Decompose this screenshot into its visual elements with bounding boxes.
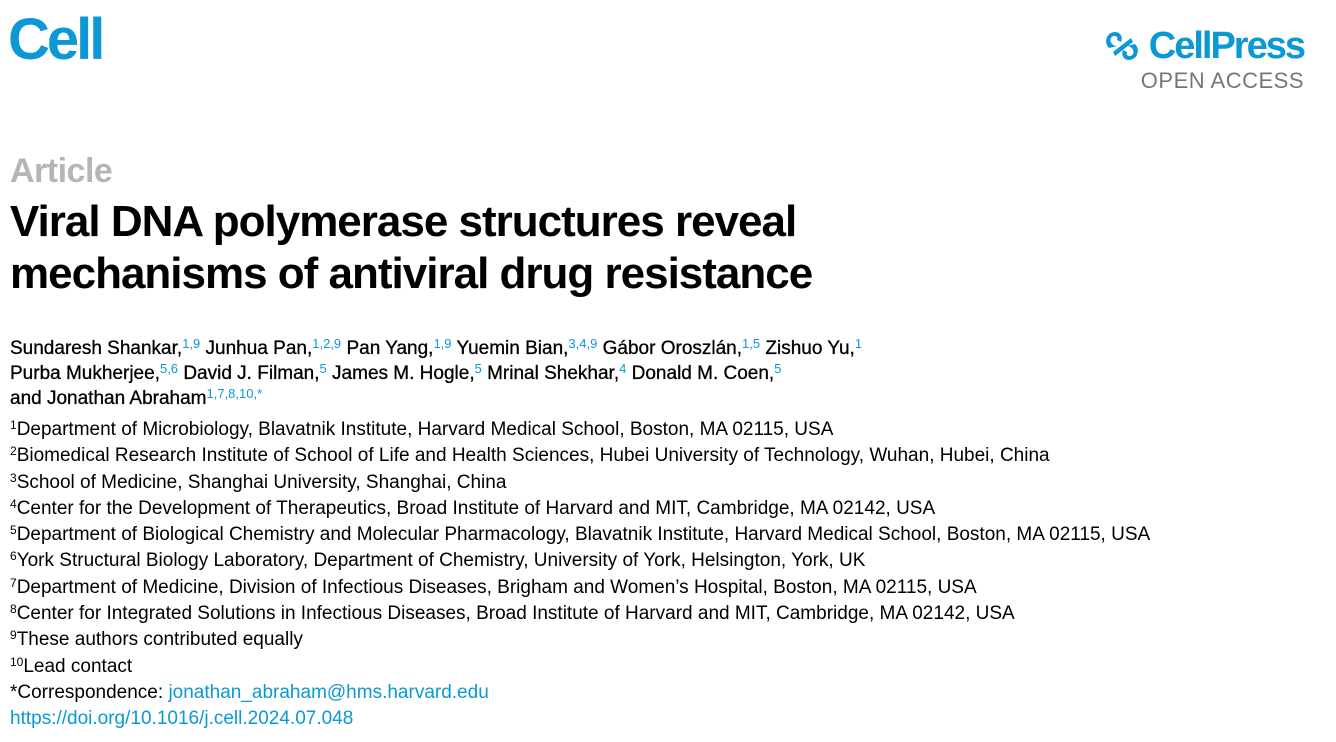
cellpress-link-icon <box>1105 32 1138 60</box>
author: Pan Yang,1,9 <box>346 336 452 359</box>
title-line: Viral DNA polymerase structures reveal <box>10 197 797 246</box>
author: David J. Filman,5 <box>183 361 327 384</box>
author: Sundaresh Shankar,1,9 <box>10 336 201 359</box>
affiliation: 6York Structural Biology Laboratory, Dep… <box>10 549 866 572</box>
author: Purba Mukherjee,5,6 <box>10 361 179 384</box>
cellpress-logo: CellPress OPEN ACCESS <box>1099 25 1306 94</box>
affiliation: 3School of Medicine, Shanghai University… <box>10 470 507 493</box>
author: Gábor Oroszlán,1,5 <box>602 336 761 359</box>
author: Mrinal Shekhar,4 <box>487 361 627 384</box>
affiliation: 7Department of Medicine, Division of Inf… <box>10 575 977 598</box>
affiliation: 9These authors contributed equally <box>10 628 303 651</box>
author-list: Sundaresh Shankar,1,9 Junhua Pan,1,2,9 P… <box>10 336 1310 411</box>
correspondence: *Correspondence: jonathan_abraham@hms.ha… <box>10 681 489 703</box>
affiliation: 5Department of Biological Chemistry and … <box>10 523 1151 546</box>
article-title: Viral DNA polymerase structures reveal m… <box>10 196 1110 300</box>
affiliation: 1Department of Microbiology, Blavatnik I… <box>10 418 834 440</box>
article-type: Article <box>10 152 113 190</box>
affiliation-list: 1Department of Microbiology, Blavatnik I… <box>10 417 1150 733</box>
author: James M. Hogle,5 <box>332 361 482 384</box>
affiliation: 10Lead contact <box>10 654 133 677</box>
author: Yuemin Bian,3,4,9 <box>456 336 598 359</box>
author: Zishuo Yu,1 <box>765 336 863 359</box>
affiliation: 2Biomedical Research Institute of School… <box>10 444 1050 467</box>
title-line: mechanisms of antiviral drug resistance <box>10 249 813 298</box>
affiliation: 4Center for the Development of Therapeut… <box>10 496 936 519</box>
correspondence-email-link[interactable]: jonathan_abraham@hms.harvard.edu <box>168 681 489 703</box>
author: Junhua Pan,1,2,9 <box>205 336 342 359</box>
cellpress-name: CellPress <box>1148 25 1306 67</box>
author: and Jonathan Abraham1,7,8,10,* <box>10 386 263 409</box>
cell-journal-logo: Cell <box>8 7 105 72</box>
open-access-label: OPEN ACCESS <box>1140 68 1304 93</box>
doi-link[interactable]: https://doi.org/10.1016/j.cell.2024.07.0… <box>10 708 354 730</box>
author: Donald M. Coen,5 <box>631 361 782 384</box>
affiliation: 8Center for Integrated Solutions in Infe… <box>10 602 1015 625</box>
